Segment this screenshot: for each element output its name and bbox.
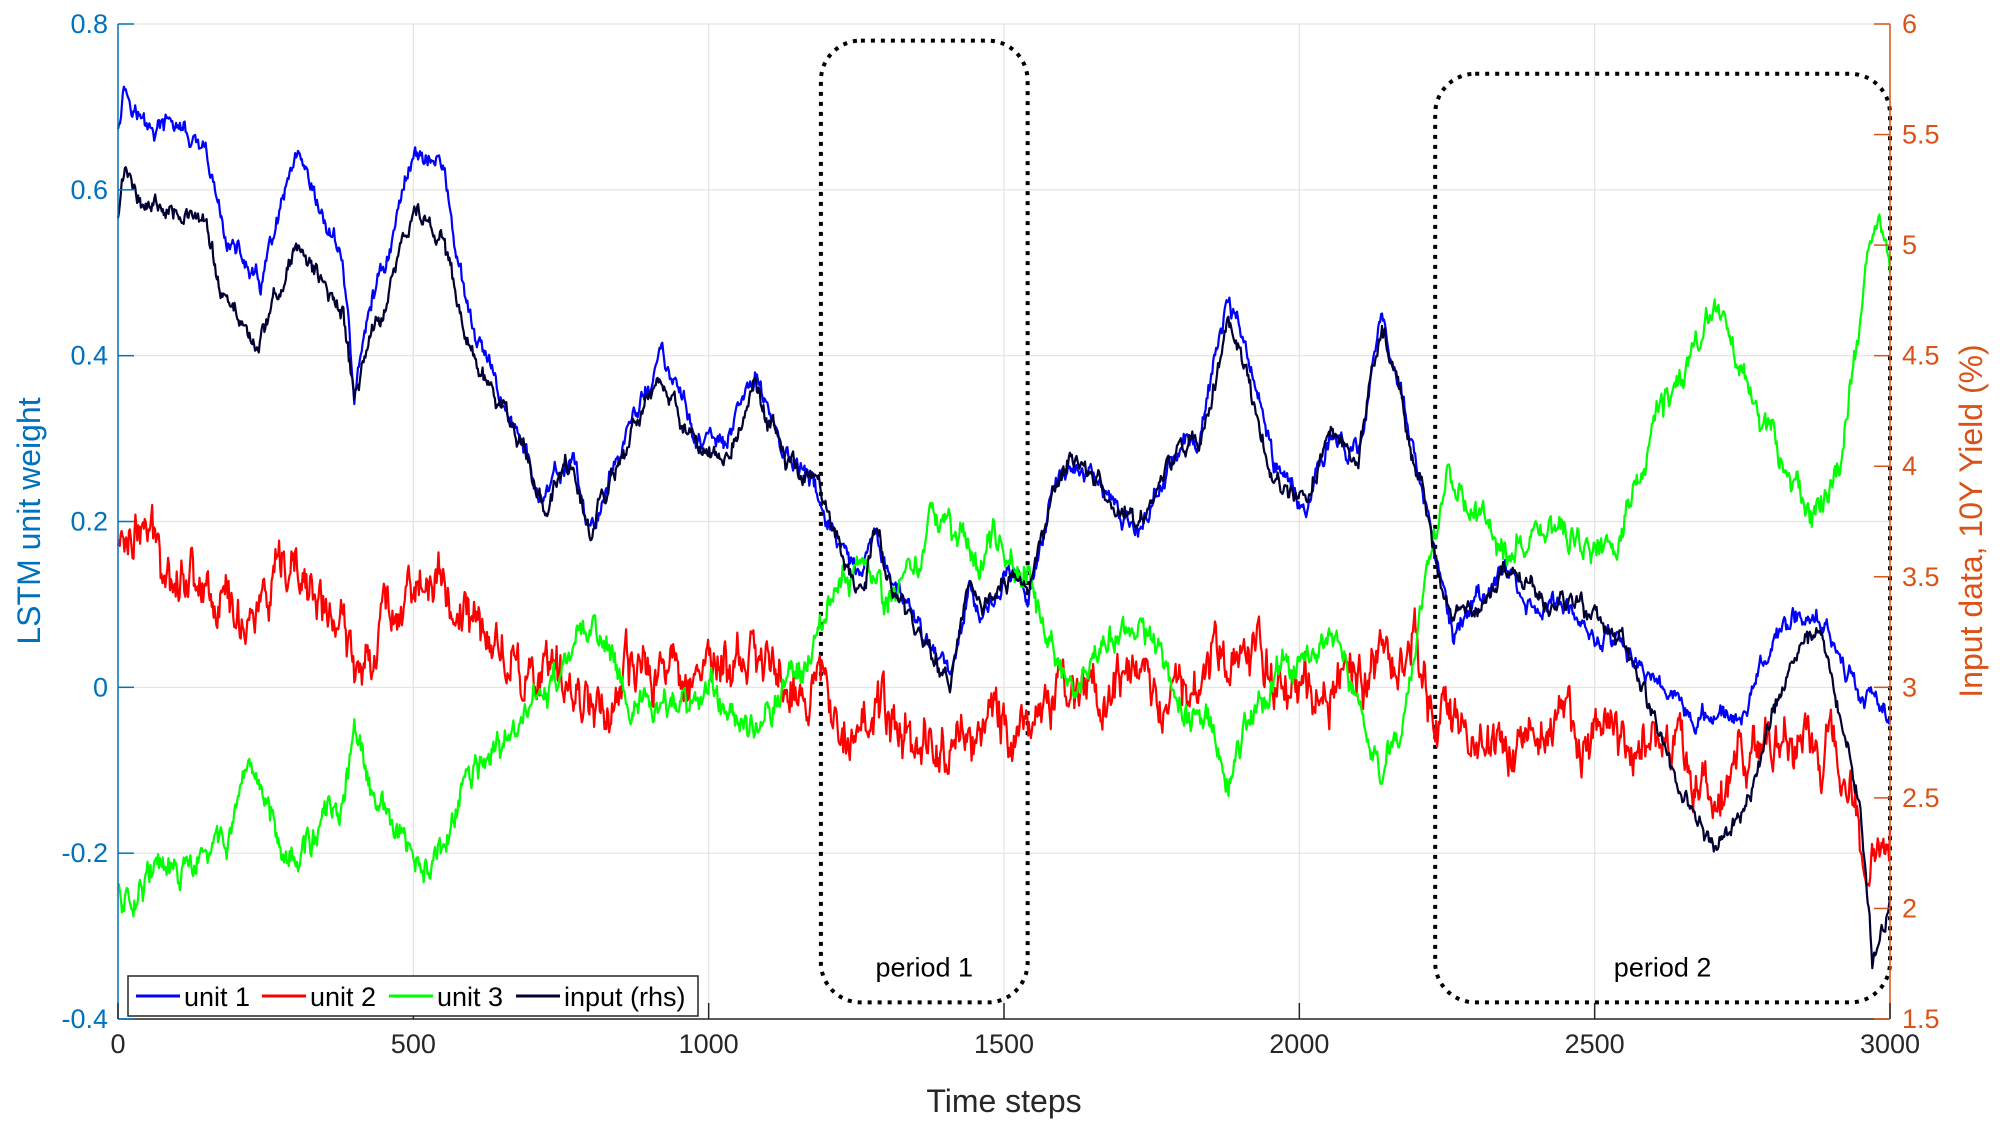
y-axis-right-label: Input data, 10Y Yield (%) bbox=[1953, 344, 1989, 697]
period-1-label: period 1 bbox=[875, 952, 973, 982]
x-axis-label: Time steps bbox=[926, 1083, 1081, 1119]
y-right-tick-label: 4.5 bbox=[1902, 341, 1940, 371]
y-left-tick-label: 0.2 bbox=[70, 507, 108, 537]
legend-entry-label: unit 3 bbox=[437, 982, 503, 1012]
y-left-tick-label: 0.6 bbox=[70, 175, 108, 205]
period-2-label: period 2 bbox=[1614, 952, 1712, 982]
y-right-tick-label: 6 bbox=[1902, 9, 1917, 39]
legend-entry-label: unit 2 bbox=[310, 982, 376, 1012]
series-line-input-rhs bbox=[116, 166, 1892, 970]
x-tick-label: 2000 bbox=[1269, 1029, 1329, 1059]
x-tick-label: 0 bbox=[110, 1029, 125, 1059]
y-right-tick-label: 2 bbox=[1902, 893, 1917, 923]
y-right-tick-label: 5 bbox=[1902, 230, 1917, 260]
y-right-tick-label: 2.5 bbox=[1902, 783, 1940, 813]
axes: 0 500 1000 1500 2000 2500 3000 -0.4 -0.2 0 0.2 0.4 0… bbox=[61, 9, 1939, 1059]
series-lines bbox=[116, 85, 1892, 970]
legend-entry-label: unit 1 bbox=[184, 982, 250, 1012]
y-axis-left-label: LSTM unit weight bbox=[11, 397, 47, 644]
x-tick-label: 1000 bbox=[679, 1029, 739, 1059]
y-right-tick-label: 3 bbox=[1902, 672, 1917, 702]
x-tick-label: 2500 bbox=[1565, 1029, 1625, 1059]
y-left-tick-label: 0.4 bbox=[70, 341, 108, 371]
y-right-tick-label: 3.5 bbox=[1902, 562, 1940, 592]
y-left-tick-label: 0 bbox=[93, 672, 108, 702]
x-tick-label: 1500 bbox=[974, 1029, 1034, 1059]
series-line-unit-2 bbox=[116, 503, 1892, 888]
y-left-tick-label: 0.8 bbox=[70, 9, 108, 39]
period-1-box bbox=[818, 38, 1030, 1005]
series-line-unit-3 bbox=[117, 213, 1892, 918]
series-line-unit-1 bbox=[116, 85, 1892, 735]
legend-entry-label: input (rhs) bbox=[564, 982, 686, 1012]
x-tick-label: 3000 bbox=[1860, 1029, 1920, 1059]
y-right-tick-label: 1.5 bbox=[1902, 1004, 1940, 1034]
y-left-tick-label: -0.2 bbox=[61, 838, 108, 868]
y-right-tick-label: 4 bbox=[1902, 451, 1917, 481]
x-tick-label: 500 bbox=[391, 1029, 436, 1059]
y-right-tick-label: 5.5 bbox=[1902, 120, 1940, 150]
y-left-tick-label: -0.4 bbox=[61, 1004, 108, 1034]
legend: unit 1 unit 2 unit 3 input (rhs) bbox=[127, 975, 699, 1017]
